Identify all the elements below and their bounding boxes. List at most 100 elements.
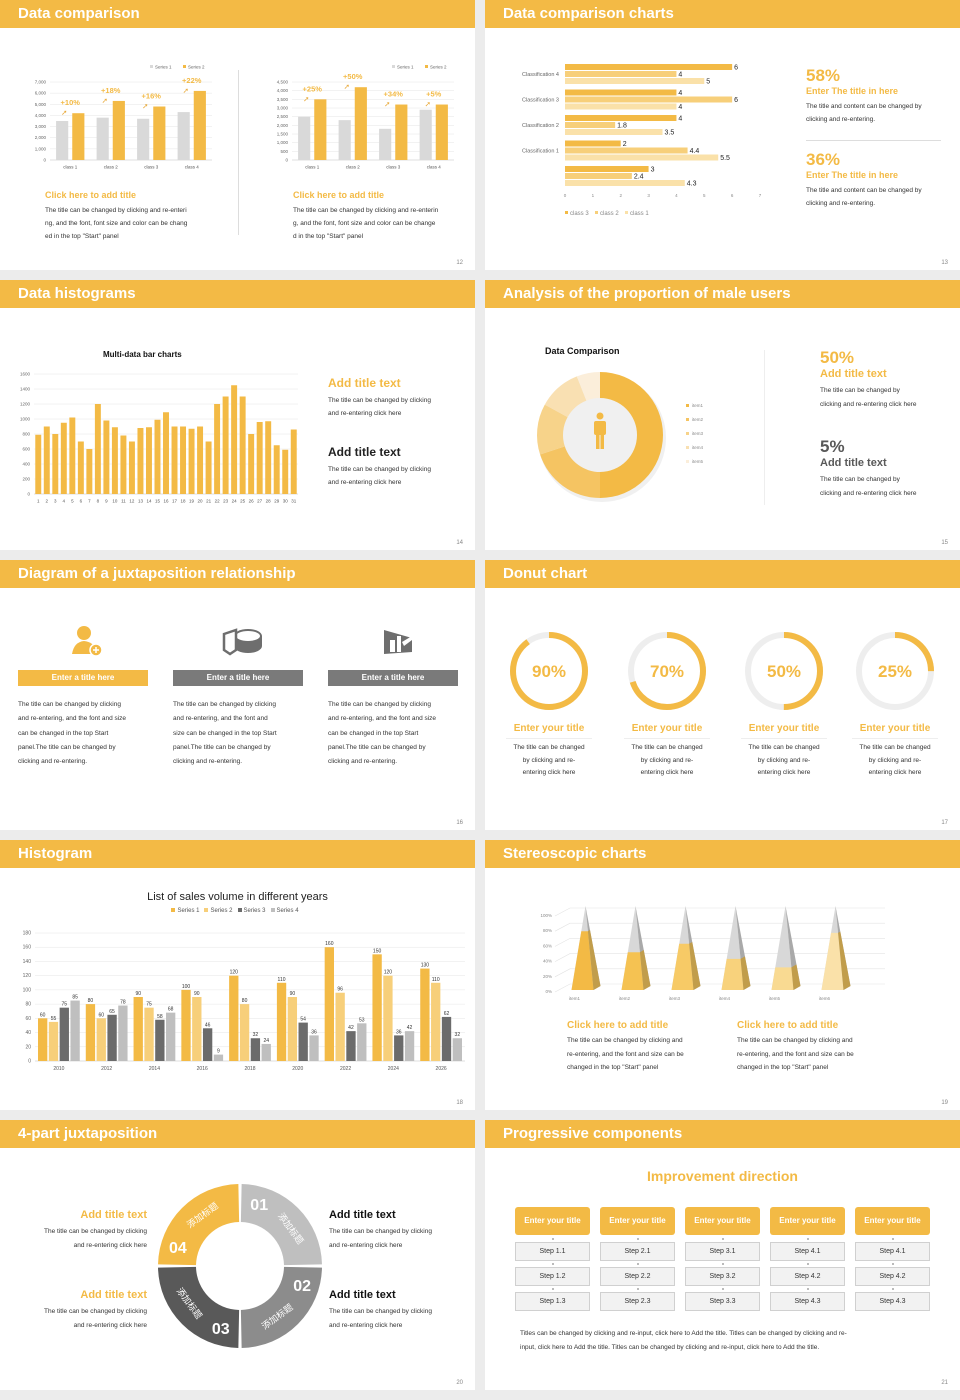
- item-title[interactable]: Add title text: [328, 376, 401, 390]
- item-title[interactable]: Click here to add title: [737, 1020, 839, 1031]
- right-block-1: Add title text The title can be changed …: [329, 1209, 432, 1253]
- segment-shape: [158, 1266, 240, 1348]
- slide-14: Data histograms Multi-data bar charts 0 2…: [0, 280, 475, 550]
- left-title[interactable]: Click here to add title: [45, 190, 137, 200]
- slide-header: Stereoscopic charts: [485, 840, 960, 868]
- step-box[interactable]: Step 3.1: [685, 1242, 760, 1261]
- step-box[interactable]: Step 2.1: [600, 1242, 675, 1261]
- item-body: The title can be changed by clicking and …: [820, 473, 916, 501]
- text-line: size can be changed in the top Start: [173, 729, 277, 737]
- text-line: panel.The title can be changed by: [173, 743, 271, 751]
- y-tick-label: 20: [25, 1044, 31, 1050]
- step-box[interactable]: Step 1.3: [515, 1292, 590, 1311]
- step-header[interactable]: Enter your title: [600, 1207, 675, 1235]
- item-title[interactable]: Add title text: [80, 1209, 147, 1221]
- text-line: clicking and re-entering.: [806, 116, 876, 123]
- item-title[interactable]: Enter The title in here: [806, 86, 899, 96]
- bar: [379, 128, 392, 160]
- data-label: 3: [651, 167, 655, 174]
- item-title[interactable]: Add title text: [80, 1289, 147, 1301]
- y-tick-label: 3,500: [277, 97, 289, 102]
- y-tick-label: 6,000: [35, 91, 47, 96]
- text-line: clicking and re-entering.: [173, 758, 243, 766]
- ring-title[interactable]: Enter your title: [506, 723, 592, 739]
- connector-dot: [892, 1238, 894, 1240]
- step-box[interactable]: Step 3.2: [685, 1267, 760, 1286]
- step-box[interactable]: Step 2.2: [600, 1267, 675, 1286]
- chart-title: Data Comparison: [545, 346, 620, 356]
- step-box[interactable]: Step 4.2: [770, 1267, 845, 1286]
- chart-title: Multi-data bar charts: [103, 350, 182, 359]
- arrow-icon: ➚: [183, 86, 189, 95]
- step-box[interactable]: Step 1.2: [515, 1267, 590, 1286]
- y-tick-label: 100%: [540, 913, 552, 918]
- item-body: The title can be changed by clicking and …: [329, 1225, 432, 1253]
- item-title[interactable]: Enter The title in here: [806, 170, 899, 180]
- percentage: 58%: [806, 66, 841, 85]
- step-box[interactable]: Step 4.2: [855, 1267, 930, 1286]
- step-header[interactable]: Enter your title: [855, 1207, 930, 1235]
- step-box[interactable]: Step 1.1: [515, 1242, 590, 1261]
- legend-swatch: [686, 446, 689, 449]
- item-title[interactable]: Add title text: [329, 1289, 396, 1301]
- progress-ring: 25%: [856, 632, 934, 710]
- step-box[interactable]: Step 2.3: [600, 1292, 675, 1311]
- item-title[interactable]: Add title text: [820, 368, 887, 380]
- chart-legend: Series 1 Series 2 Series 3 Series 4: [0, 908, 475, 914]
- item-body: The title can be changed by clicking and …: [328, 463, 431, 489]
- x-tick-label: 16: [163, 499, 169, 504]
- right-block-2: Add title text The title can be changed …: [329, 1289, 432, 1333]
- ring-text: Enter your title The title can be changed…: [729, 723, 839, 780]
- item-title[interactable]: Add title text: [328, 445, 401, 459]
- x-tick-label: 3: [54, 499, 57, 504]
- y-tick-label: 180: [23, 931, 32, 937]
- y-tick-label: 400: [22, 462, 30, 467]
- bar: [372, 954, 382, 1061]
- legend-swatch: [686, 418, 689, 421]
- x-tick-label: 30: [283, 499, 289, 504]
- item-title[interactable]: Add title text: [329, 1209, 396, 1221]
- right-title[interactable]: Click here to add title: [293, 190, 385, 200]
- bar: [137, 428, 144, 494]
- ring-progress: [510, 632, 588, 710]
- data-label: 130: [421, 963, 430, 969]
- arrow-icon: ➚: [384, 100, 390, 109]
- step-box[interactable]: Step 4.1: [855, 1242, 930, 1261]
- legend-swatch: [237, 908, 242, 912]
- bar: [205, 441, 212, 494]
- legend-label: Series 2: [188, 65, 205, 70]
- step-header[interactable]: Enter your title: [685, 1207, 760, 1235]
- y-tick-label: 60%: [543, 943, 552, 948]
- ring-label: 70%: [650, 662, 684, 681]
- title-bar-1[interactable]: Enter a title here: [18, 670, 148, 686]
- ring-title[interactable]: Enter your title: [852, 723, 938, 739]
- data-label: 75: [62, 1002, 68, 1008]
- bar: [60, 422, 67, 494]
- step-box[interactable]: Step 4.3: [855, 1292, 930, 1311]
- ring-title[interactable]: Enter your title: [741, 723, 827, 739]
- slide-17: Donut chart 90% Enter your title The title…: [485, 560, 960, 830]
- title-bar-3[interactable]: Enter a title here: [328, 670, 458, 686]
- title-bar-2[interactable]: Enter a title here: [173, 670, 303, 686]
- x-tick-label: 6: [80, 499, 83, 504]
- data-label: 4.4: [690, 148, 700, 155]
- item-title[interactable]: Click here to add title: [567, 1020, 669, 1031]
- step-header[interactable]: Enter your title: [770, 1207, 845, 1235]
- data-label: 5.5: [720, 155, 730, 162]
- x-tick-label: 27: [257, 499, 263, 504]
- step-box[interactable]: Step 3.3: [685, 1292, 760, 1311]
- ring-title[interactable]: Enter your title: [624, 723, 710, 739]
- step-box[interactable]: Step 4.1: [770, 1242, 845, 1261]
- connector-dot: [722, 1288, 724, 1290]
- x-tick-label: class 2: [346, 165, 361, 170]
- annotation-label: +5%: [426, 90, 442, 99]
- ring-label: 50%: [767, 662, 801, 681]
- bar-chart-right: 0 500 1,000 1,500 2,000 2,500 3,000 3,500 4,000 4…: [277, 65, 454, 170]
- item-title[interactable]: Add title text: [820, 457, 887, 469]
- step-box[interactable]: Step 4.3: [770, 1292, 845, 1311]
- step-header[interactable]: Enter your title: [515, 1207, 590, 1235]
- x-tick-label: item5: [769, 996, 781, 1001]
- x-tick-label: class 1: [63, 165, 78, 170]
